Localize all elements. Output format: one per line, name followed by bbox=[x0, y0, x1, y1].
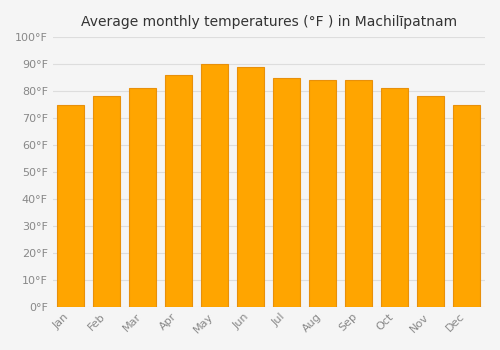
Bar bbox=[238, 67, 264, 307]
Bar bbox=[310, 80, 336, 307]
Bar bbox=[454, 105, 480, 307]
Bar bbox=[57, 105, 84, 307]
Bar bbox=[94, 96, 120, 307]
Bar bbox=[382, 88, 408, 307]
Title: Average monthly temperatures (°F ) in Machilīpatnam: Average monthly temperatures (°F ) in Ma… bbox=[81, 15, 457, 29]
Bar bbox=[346, 80, 372, 307]
Bar bbox=[202, 64, 228, 307]
Bar bbox=[130, 88, 156, 307]
Bar bbox=[418, 96, 444, 307]
Bar bbox=[166, 75, 192, 307]
Bar bbox=[274, 78, 300, 307]
